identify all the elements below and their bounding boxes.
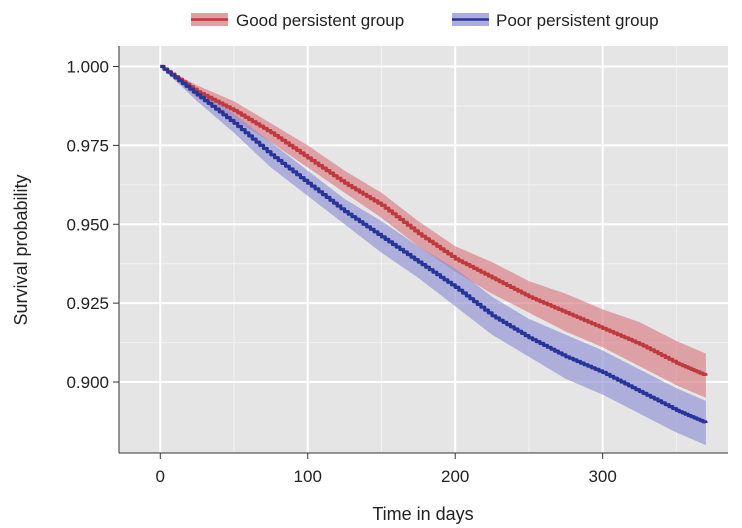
legend-label-good: Good persistent group (236, 11, 404, 30)
legend-label-poor: Poor persistent group (496, 11, 659, 30)
x-tick-label: 200 (441, 467, 469, 486)
x-axis-ticks: 0 100 200 300 (156, 453, 617, 486)
survival-curve-poor (160, 64, 708, 424)
grid-lines (119, 46, 728, 453)
x-tick-label: 0 (156, 467, 165, 486)
x-axis-title: Time in days (372, 504, 473, 524)
y-axis-title: Survival probability (11, 174, 31, 325)
x-tick-label: 100 (294, 467, 322, 486)
y-axis-ticks: 0.900 0.925 0.950 0.975 1.000 (66, 58, 119, 392)
x-tick-label: 300 (588, 467, 616, 486)
legend: Good persistent group Poor persistent gr… (191, 11, 659, 30)
y-tick-label: 0.950 (66, 215, 109, 234)
survival-curves (160, 64, 708, 424)
y-tick-label: 0.975 (66, 136, 109, 155)
y-tick-label: 0.900 (66, 373, 109, 392)
survival-curve-good (160, 64, 708, 376)
y-tick-label: 1.000 (66, 58, 109, 77)
y-tick-label: 0.925 (66, 294, 109, 313)
confidence-band-poor (160, 66, 706, 446)
